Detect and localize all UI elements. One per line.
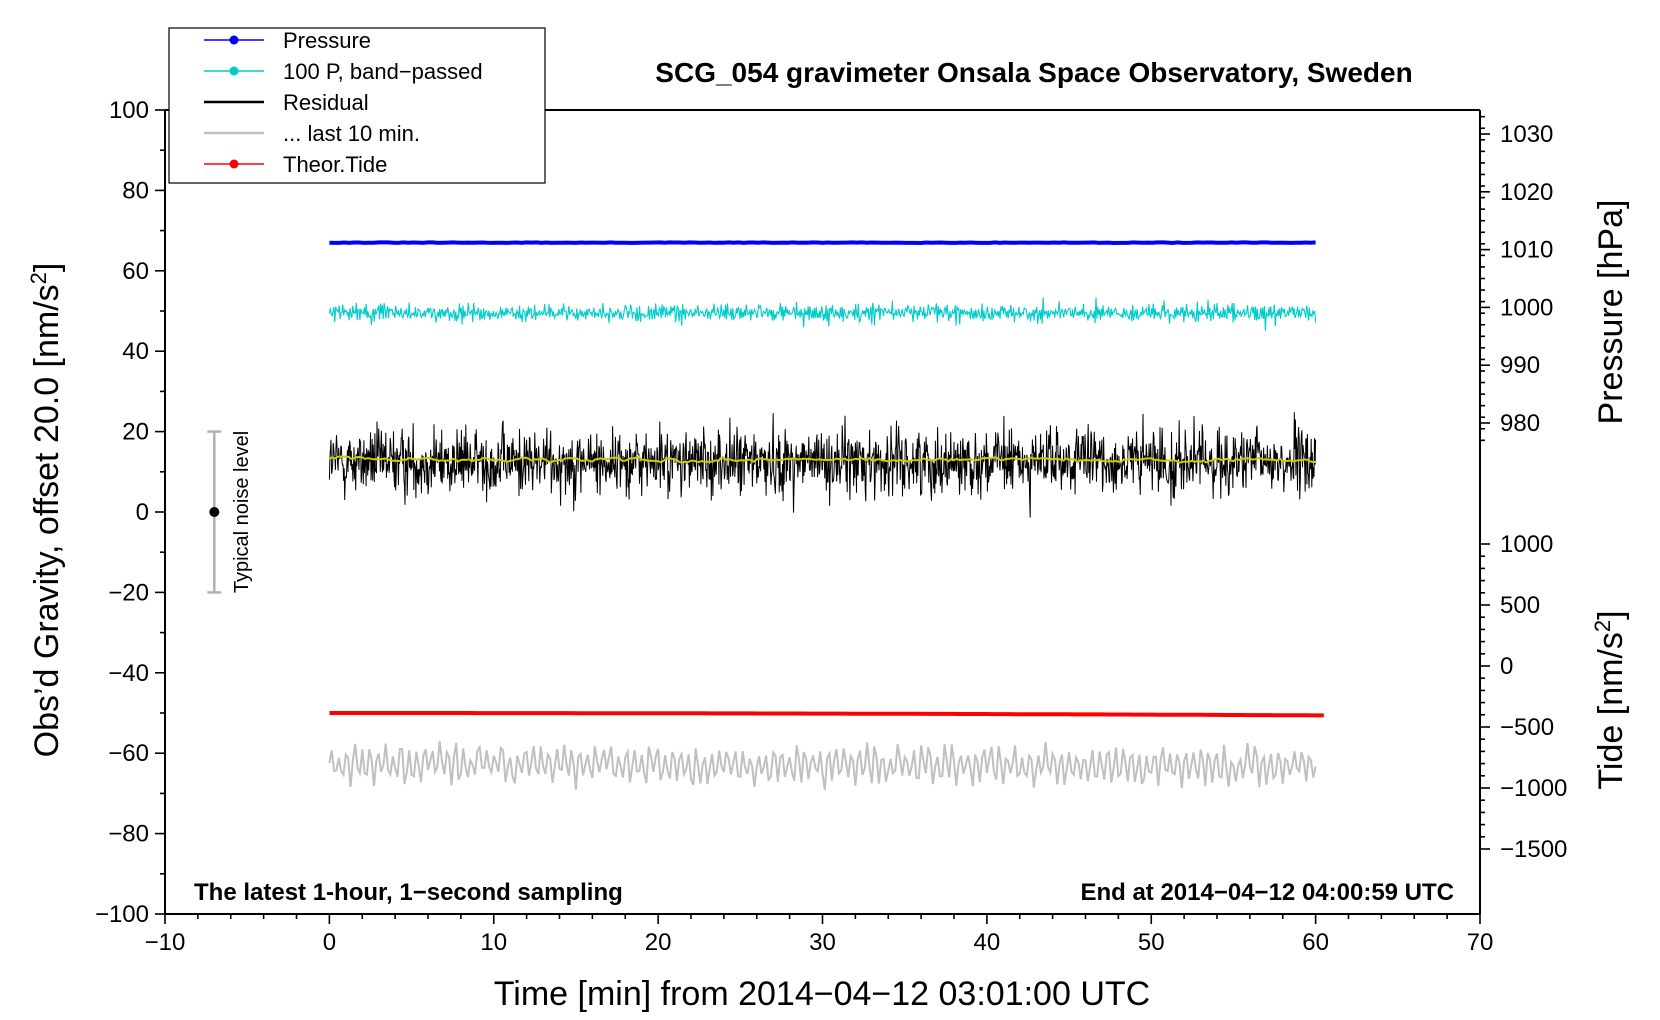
y-left-axis-title-main: Obs’d Gravity, offset 20.0 [nm/s xyxy=(28,284,66,757)
tide-axis-ticks xyxy=(1480,543,1490,850)
series-residual-smoothed-line xyxy=(328,455,1316,464)
legend-marker-theor-tide xyxy=(229,159,239,169)
legend-label-residual: Residual xyxy=(283,90,369,115)
noise-level-indicator xyxy=(207,430,222,594)
end-time-note: End at 2014−04−12 04:00:59 UTC xyxy=(1080,879,1454,906)
x-tick-label: 20 xyxy=(645,929,672,956)
y-left-tick-label: −80 xyxy=(108,821,149,848)
legend-label-pressure: Pressure xyxy=(283,28,371,53)
x-tick-label: 30 xyxy=(809,929,836,956)
plot-frame xyxy=(164,109,1481,915)
series-pressure-bandpassed-line xyxy=(328,297,1317,332)
sampling-note: The latest 1-hour, 1−second sampling xyxy=(194,879,623,906)
y-left-tick-label: −100 xyxy=(95,901,149,928)
y-left-tick-label: −40 xyxy=(108,660,149,687)
series-pressure-line xyxy=(329,240,1316,246)
tide-tick-label: 0 xyxy=(1500,653,1513,680)
series-last-10-min-line xyxy=(328,740,1317,791)
x-tick-label: 50 xyxy=(1138,929,1165,956)
x-tick-label: 40 xyxy=(974,929,1001,956)
pressure-tick-label: 1000 xyxy=(1500,294,1553,321)
y-left-tick-label: 80 xyxy=(122,177,149,204)
x-tick-label: −10 xyxy=(145,929,186,956)
tide-tick-label: −500 xyxy=(1500,714,1554,741)
pressure-tick-label: 1020 xyxy=(1500,179,1553,206)
legend-marker-100-p-band-passed xyxy=(229,66,239,76)
noise-level-label: Typical noise level xyxy=(231,431,253,593)
legend-label-last-10-min: ... last 10 min. xyxy=(283,121,420,146)
y-left-tick-label: 60 xyxy=(122,258,149,285)
legend-marker-pressure xyxy=(229,35,239,45)
series-theoretical-tide-line xyxy=(329,711,1324,718)
noise-bar-center-dot xyxy=(209,507,220,517)
series-layer xyxy=(328,240,1324,791)
y-left-tick-label: 0 xyxy=(136,499,149,526)
tide-tick-label: −1000 xyxy=(1500,775,1567,802)
pressure-tick-label: 1030 xyxy=(1500,121,1553,148)
legend: Pressure 100 P, band−passed Residual ... la… xyxy=(168,27,546,184)
y-left-axis-ticks xyxy=(155,109,165,915)
y-left-tick-label: −60 xyxy=(108,740,149,767)
x-tick-label: 0 xyxy=(323,929,336,956)
tide-tick-label: 500 xyxy=(1500,592,1540,619)
pressure-tick-label: 990 xyxy=(1500,352,1540,379)
pressure-tick-label: 1010 xyxy=(1500,237,1553,264)
y-right-tide-title: Tide [nm/s2] xyxy=(1590,610,1630,789)
pressure-tick-label: 980 xyxy=(1500,410,1540,437)
x-axis-tick-labels: −10 0 10 20 30 40 50 60 70 xyxy=(145,929,1494,956)
chart-title: SCG_054 gravimeter Onsala Space Observat… xyxy=(655,57,1412,88)
y-left-axis-title: Obs’d Gravity, offset 20.0 [nm/s2] xyxy=(26,263,66,758)
tide-tick-label: −1500 xyxy=(1500,836,1567,863)
x-tick-label: 60 xyxy=(1302,929,1329,956)
tide-tick-label: 1000 xyxy=(1500,531,1553,558)
x-tick-label: 10 xyxy=(480,929,507,956)
y-left-tick-label: 20 xyxy=(122,419,149,446)
y-left-axis-title-end: ] xyxy=(28,263,66,272)
legend-label-theor-tide: Theor.Tide xyxy=(283,152,387,177)
y-left-tick-label: 40 xyxy=(122,338,149,365)
y-left-axis-title-sup: 2 xyxy=(26,272,51,284)
y-right-tide-title-sup: 2 xyxy=(1590,620,1615,632)
y-right-tide-title-end: ] xyxy=(1592,610,1630,619)
x-axis-ticks xyxy=(164,914,1481,924)
x-axis-title: Time [min] from 2014−04−12 03:01:00 UTC xyxy=(494,975,1150,1013)
y-right-tide-title-main: Tide [nm/s xyxy=(1592,632,1630,789)
y-right-pressure-title: Pressure [hPa] xyxy=(1592,200,1630,425)
x-tick-label: 70 xyxy=(1467,929,1494,956)
y-left-tick-label: −20 xyxy=(108,579,149,606)
y-left-tick-label: 100 xyxy=(109,97,149,124)
series-residual-line xyxy=(328,412,1317,518)
y-left-axis-tick-labels: −100 −80 −60 −40 −20 0 20 40 60 80 100 xyxy=(95,97,149,928)
tide-axis-tick-labels: −1500 −1000 −500 0 500 1000 xyxy=(1500,531,1567,863)
pressure-axis-ticks xyxy=(1480,115,1490,442)
pressure-axis-tick-labels: 980 990 1000 1010 1020 1030 xyxy=(1500,121,1553,437)
legend-label-100-p-band-passed: 100 P, band−passed xyxy=(283,59,483,84)
legend-box xyxy=(168,27,546,184)
